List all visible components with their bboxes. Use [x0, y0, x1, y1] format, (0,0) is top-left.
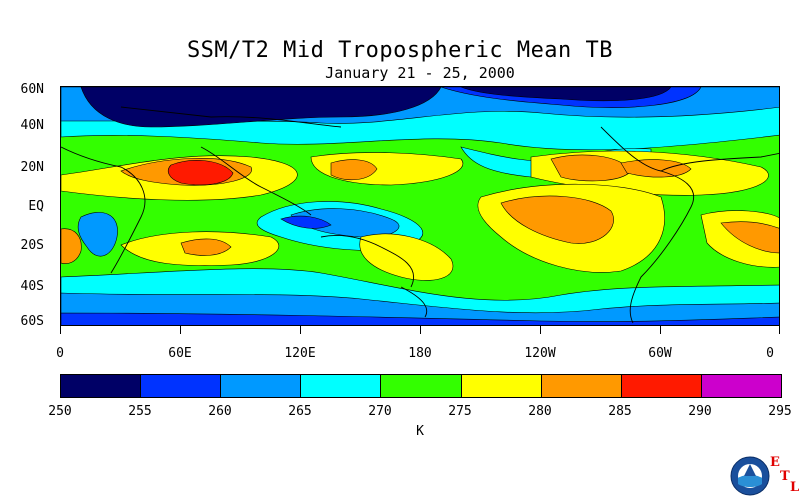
colorbar-label: 295: [768, 404, 792, 419]
lon-label-120e: 120E: [284, 346, 316, 361]
lon-label-0-east: 0: [766, 346, 774, 361]
lon-tick: [180, 326, 181, 334]
etl-letter-l: L: [790, 480, 800, 495]
asia-warm-belt-285-290: [168, 160, 234, 186]
lat-label-60n: 60N: [20, 82, 44, 97]
colorbar-swatch-275-280: [461, 375, 542, 397]
colorbar-swatch-260-265: [221, 375, 302, 397]
southwest-indian-warm-patch: [61, 228, 82, 264]
lon-tick: [540, 326, 541, 334]
lon-tick: [60, 326, 61, 334]
lat-label-40n: 40N: [20, 118, 44, 133]
lon-tick: [300, 326, 301, 334]
colorbar: [60, 374, 782, 398]
colorbar-label: 290: [688, 404, 712, 419]
map-title: SSM/T2 Mid Tropospheric Mean TB: [186, 38, 614, 63]
etl-letter-t: T: [780, 469, 790, 484]
indonesia-cold-pool-260-265: [290, 208, 400, 238]
colorbar-units: K: [416, 424, 424, 439]
lat-label-eq: EQ: [28, 199, 44, 214]
lon-label-60e: 60E: [168, 346, 192, 361]
northern-band-250-255: [80, 87, 442, 128]
lat-label-20n: 20N: [20, 160, 44, 175]
lon-tick: [420, 326, 421, 334]
lat-label-60s: 60S: [20, 314, 44, 329]
colorbar-swatch-290-295: [701, 375, 781, 397]
lon-tick: [660, 326, 661, 334]
lat-label-20s: 20S: [20, 238, 44, 253]
colorbar-label: 250: [48, 404, 72, 419]
colorbar-swatch-250-255: [61, 375, 142, 397]
south-atlantic-warm-patch-280-285: [720, 221, 779, 254]
lon-label-0-west: 0: [56, 346, 64, 361]
southern-africa-cold-spot: [77, 212, 118, 257]
australia-warm-patch-275-280: [359, 233, 454, 281]
colorbar-swatch-280-285: [541, 375, 622, 397]
colorbar-swatch-285-290: [621, 375, 702, 397]
colorbar-label: 285: [608, 404, 632, 419]
colorbar-label: 265: [288, 404, 312, 419]
colorbar-label: 255: [128, 404, 152, 419]
colorbar-swatch-255-260: [141, 375, 222, 397]
map-subtitle: January 21 - 25, 2000: [325, 64, 515, 82]
lon-label-60w: 60W: [648, 346, 672, 361]
northern-band-250-255-east: [460, 87, 672, 102]
etl-letter-e: E: [770, 455, 780, 470]
lat-label-40s: 40S: [20, 279, 44, 294]
colorbar-label: 280: [528, 404, 552, 419]
lon-label-180: 180: [408, 346, 432, 361]
indonesia-cold-pool-255-260: [280, 215, 332, 229]
colorbar-label: 275: [448, 404, 472, 419]
colorbar-label: 260: [208, 404, 232, 419]
south-pacific-warm-tongue-280-285: [500, 195, 614, 244]
brightness-temperature-map: [60, 86, 780, 326]
lon-label-120w: 120W: [524, 346, 556, 361]
colorbar-label: 270: [368, 404, 392, 419]
colorbar-swatch-265-270: [301, 375, 382, 397]
atlantic-warm-patch-280-285-east: [620, 159, 692, 178]
pacific-warm-patch-280-285: [330, 159, 378, 181]
coastlines: [61, 106, 779, 324]
lon-tick: [779, 326, 780, 334]
noaa-logo-icon: [730, 456, 770, 496]
colorbar-swatch-270-275: [381, 375, 462, 397]
southern-band-255-260: [61, 312, 779, 325]
indian-ocean-warm-patch-280-285: [180, 238, 232, 256]
